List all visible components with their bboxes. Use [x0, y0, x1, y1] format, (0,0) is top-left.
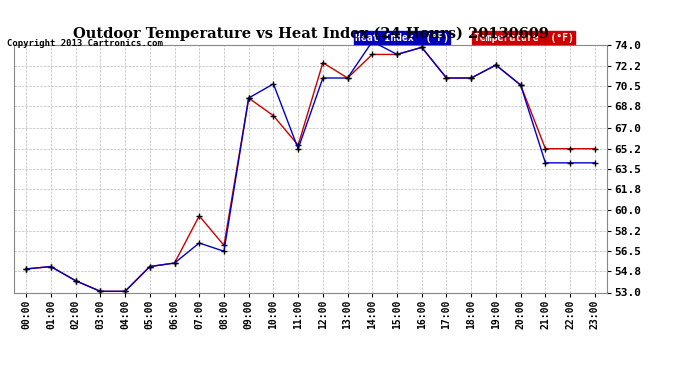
Title: Outdoor Temperature vs Heat Index (24 Hours) 20130609: Outdoor Temperature vs Heat Index (24 Ho… — [72, 27, 549, 41]
Text: Heat Index  (°F): Heat Index (°F) — [355, 33, 449, 42]
Text: Temperature  (°F): Temperature (°F) — [474, 33, 573, 42]
Text: Copyright 2013 Cartronics.com: Copyright 2013 Cartronics.com — [7, 39, 163, 48]
